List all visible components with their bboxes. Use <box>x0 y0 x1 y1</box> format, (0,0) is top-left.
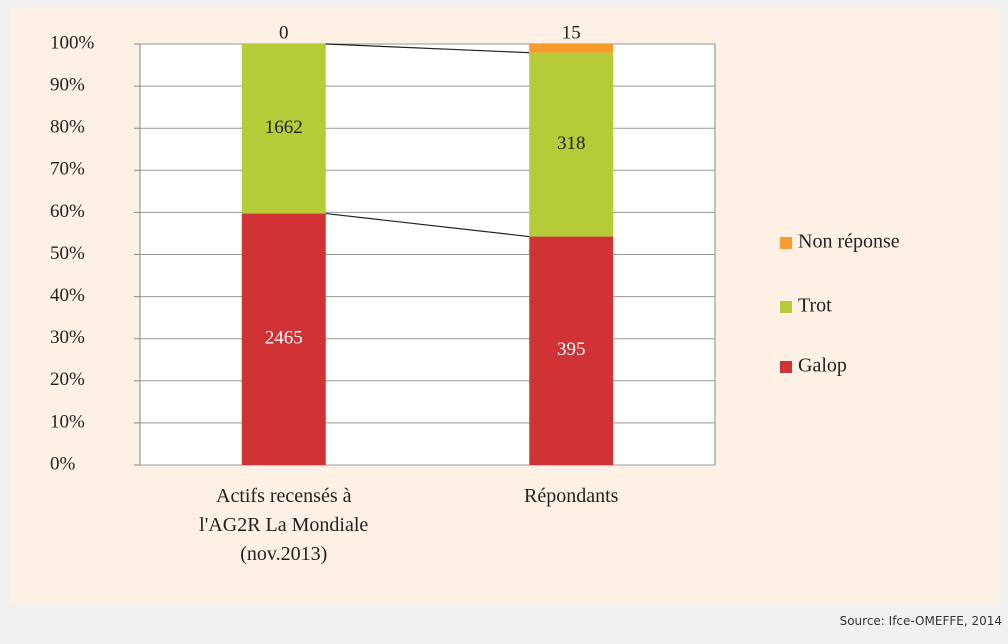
bar-segment <box>529 44 614 53</box>
y-tick-label: 40% <box>50 285 85 306</box>
bar-segment <box>241 213 326 465</box>
y-tick-label: 30% <box>50 327 85 348</box>
y-tick-label: 60% <box>50 201 85 222</box>
y-tick-label: 80% <box>50 117 85 138</box>
bar-segment <box>529 52 614 237</box>
source: Source: Ifce-OMEFFE, 2014 <box>839 614 1002 628</box>
legend-swatch <box>780 361 792 373</box>
legend-label: Non réponse <box>798 231 900 253</box>
connector <box>325 212 530 238</box>
bar-segment <box>529 236 614 465</box>
y-tick-label: 100% <box>50 32 95 53</box>
legend-swatch <box>780 301 792 313</box>
bar-segment <box>241 44 326 214</box>
y-tick-label: 50% <box>50 243 85 264</box>
legend-label: Galop <box>798 355 847 377</box>
x-tick-label: Répondants <box>524 485 619 507</box>
y-tick-label: 70% <box>50 159 85 180</box>
y-tick-label: 20% <box>50 369 85 390</box>
y-tick-label: 90% <box>50 74 85 95</box>
data-label: 2465 <box>265 328 303 349</box>
data-label: 15 <box>562 22 581 43</box>
data-label: 318 <box>557 133 586 154</box>
data-label: 395 <box>557 339 586 360</box>
connector <box>325 43 530 54</box>
y-tick-label: 0% <box>50 453 76 474</box>
x-tick-label: Actifs recensés à l'AG2R La Mondiale (no… <box>199 485 369 565</box>
legend-swatch <box>780 237 792 249</box>
y-tick-label: 10% <box>50 411 85 432</box>
legend-label: Trot <box>798 295 832 317</box>
data-label: 0 <box>279 22 289 43</box>
data-label: 1662 <box>265 117 303 138</box>
